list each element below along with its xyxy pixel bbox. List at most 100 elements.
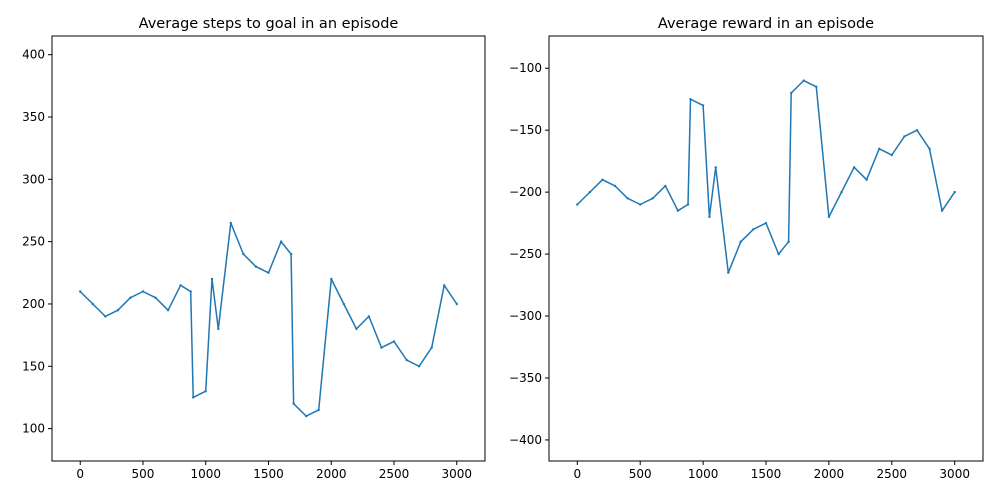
data-point: [443, 284, 446, 287]
data-point: [210, 277, 214, 281]
data-point: [417, 365, 421, 368]
data-point: [91, 302, 95, 306]
x-tick-label: 0: [573, 467, 581, 481]
data-point: [708, 215, 711, 219]
x-axis: 0 500 1000 1500 2000 2500 3000: [573, 461, 970, 481]
data-point: [267, 271, 270, 274]
reward-chart: Average reward in an episode 0 500 1000 150…: [509, 16, 984, 481]
data-point: [613, 184, 617, 188]
data-point: [890, 153, 893, 157]
data-point: [254, 265, 258, 268]
y-axis: −100 −150 −200 −250 −300 −350 −400: [509, 61, 549, 447]
y-tick-label: 100: [22, 422, 45, 436]
data-point: [305, 414, 308, 418]
data-point: [689, 98, 692, 101]
data-point: [189, 290, 192, 293]
data-point: [827, 215, 831, 219]
data-point: [787, 240, 790, 243]
y-tick-label: 200: [22, 297, 45, 311]
x-tick-label: 500: [132, 467, 155, 481]
x-tick-label: 0: [76, 467, 84, 481]
y-tick-label: −350: [509, 371, 542, 385]
data-point: [430, 346, 433, 349]
data-point: [953, 190, 956, 194]
data-point: [840, 190, 843, 194]
data-point: [179, 284, 182, 287]
data-point: [601, 178, 604, 181]
data-point: [192, 396, 195, 399]
x-tick-label: 1000: [190, 467, 221, 481]
x-axis: 0 500 1000 1500 2000 2500 3000: [76, 461, 472, 481]
data-point: [626, 197, 629, 200]
data-point: [915, 129, 919, 132]
data-point: [204, 390, 207, 393]
data-point: [802, 79, 805, 82]
plot-area: [79, 221, 458, 418]
x-tick-label: 3000: [939, 467, 970, 481]
plot-area: [576, 79, 956, 274]
data-point: [392, 340, 396, 343]
y-axis: 100 150 200 250 300 350 400: [22, 48, 52, 436]
data-point: [865, 178, 868, 181]
y-tick-label: 150: [22, 359, 45, 373]
data-point: [279, 240, 283, 243]
data-point: [651, 197, 654, 200]
data-point: [576, 203, 579, 206]
x-tick-label: 2500: [379, 467, 410, 481]
data-point: [317, 408, 320, 412]
data-point: [242, 252, 245, 256]
y-tick-label: 350: [22, 110, 45, 124]
data-point: [940, 209, 944, 212]
data-point: [154, 296, 157, 299]
data-point: [217, 327, 220, 331]
data-point: [777, 252, 780, 256]
data-point: [764, 221, 768, 225]
data-point: [289, 252, 293, 256]
x-tick-label: 2000: [814, 467, 845, 481]
data-point: [686, 203, 690, 206]
x-tick-label: 1500: [253, 467, 284, 481]
chart-title: Average reward in an episode: [658, 16, 874, 32]
data-point: [141, 290, 145, 293]
x-tick-label: 2500: [877, 467, 908, 481]
y-tick-label: −300: [509, 309, 542, 323]
data-point: [455, 302, 458, 306]
data-point: [292, 402, 295, 405]
x-tick-label: 500: [629, 467, 652, 481]
data-point: [380, 346, 383, 349]
data-point: [676, 209, 680, 212]
series-line-0: [79, 222, 458, 417]
steps-chart: Average steps to goal in an episode 0 500…: [22, 16, 486, 481]
data-point: [714, 166, 717, 169]
y-tick-label: −100: [509, 61, 542, 75]
data-point: [664, 184, 667, 188]
y-tick-label: 250: [22, 235, 45, 249]
data-point: [129, 296, 132, 299]
data-point: [878, 147, 881, 150]
data-point: [852, 166, 856, 169]
data-point: [752, 228, 755, 231]
data-point: [739, 240, 742, 243]
x-tick-label: 2000: [316, 467, 347, 481]
data-point: [727, 271, 730, 274]
data-point: [342, 302, 345, 306]
data-point: [355, 327, 358, 331]
x-tick-label: 1500: [751, 467, 782, 481]
x-tick-label: 3000: [441, 467, 472, 481]
y-tick-label: 400: [22, 48, 45, 62]
data-point: [588, 190, 592, 194]
x-tick-label: 1000: [688, 467, 719, 481]
data-point: [903, 135, 906, 138]
y-tick-label: −250: [509, 247, 542, 261]
data-point: [928, 147, 931, 150]
chart-title: Average steps to goal in an episode: [139, 16, 399, 32]
data-point: [367, 315, 371, 318]
data-point: [701, 104, 705, 107]
data-point: [116, 309, 120, 312]
y-tick-label: 300: [22, 172, 45, 186]
y-tick-label: −150: [509, 123, 542, 137]
data-point: [229, 221, 232, 225]
data-point: [104, 315, 107, 318]
series-line-0: [576, 79, 956, 274]
y-tick-label: −400: [509, 433, 542, 447]
